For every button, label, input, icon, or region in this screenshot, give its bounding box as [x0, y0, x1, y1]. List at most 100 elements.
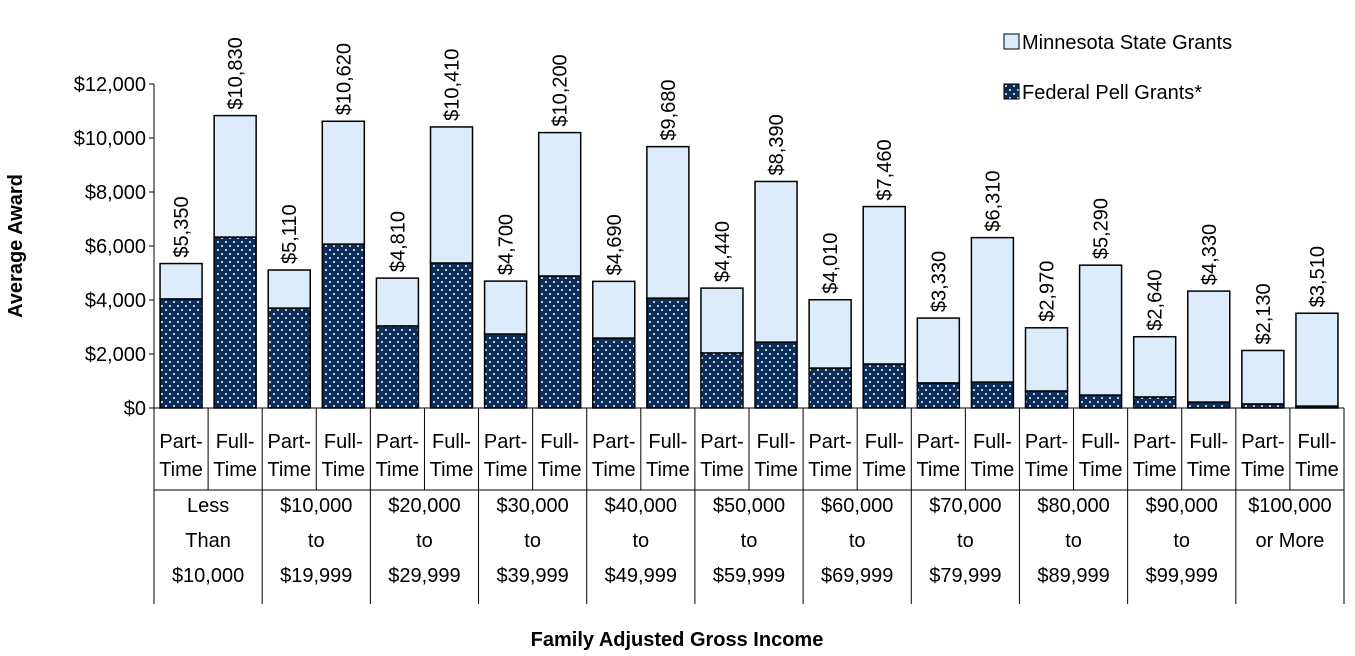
total-label: $5,110 [279, 204, 301, 264]
group-label: or More [1255, 530, 1324, 552]
bar-segment [483, 280, 528, 335]
bar-segment [429, 262, 474, 409]
group-label: to [416, 530, 433, 552]
group-label: to [524, 530, 541, 552]
bar-segment [592, 280, 636, 339]
group-label: $80,000 [1037, 495, 1109, 517]
bar-segment [375, 325, 420, 409]
x-tick-label: Part-Time [484, 431, 528, 481]
group-label: $30,000 [496, 495, 568, 517]
total-label: $10,620 [333, 43, 355, 115]
group-label: $49,999 [605, 565, 677, 587]
x-tick-label: Part-Time [1133, 431, 1177, 481]
bar-segment [321, 120, 366, 245]
total-label: $10,830 [225, 37, 247, 109]
group-label: $59,999 [713, 565, 785, 587]
legend-label: Minnesota State Grants [1022, 32, 1232, 54]
x-tick-label: Part-Time [1241, 431, 1285, 481]
total-label: $4,690 [604, 214, 626, 275]
bar-segment [970, 381, 1015, 409]
group-label: $19,999 [280, 565, 352, 587]
group-label: $99,999 [1146, 565, 1218, 587]
total-label: $4,330 [1199, 224, 1221, 285]
bar-segment [754, 180, 798, 343]
bar-segment [1295, 312, 1339, 407]
bar-segment [592, 337, 636, 409]
bar-segment [646, 297, 690, 409]
bar-segment [862, 363, 906, 409]
bar-segment [970, 236, 1015, 383]
group-label: Less [187, 495, 229, 517]
bar-segment [213, 236, 257, 409]
x-tick-label: Part-Time [916, 431, 960, 481]
bar-segment [1078, 394, 1123, 409]
bar-segment [267, 269, 311, 309]
x-tick-label: Full-Time [1295, 431, 1339, 481]
total-label: $3,330 [928, 251, 950, 312]
group-label: $90,000 [1146, 495, 1218, 517]
x-tick-label: Full-Time [862, 431, 906, 481]
bar-segment [159, 298, 203, 409]
group-label: to [741, 530, 758, 552]
x-tick-label: Full-Time [754, 431, 798, 481]
bar-segment [1187, 401, 1231, 409]
group-label: to [632, 530, 649, 552]
x-tick-label: Full-Time [430, 431, 474, 481]
group-label: $10,000 [172, 565, 244, 587]
group-label: to [1065, 530, 1082, 552]
x-axis-title: Family Adjusted Gross Income [531, 629, 824, 651]
x-tick-label: Full-Time [321, 431, 365, 481]
bar-segment [700, 352, 744, 409]
group-label: to [1173, 530, 1190, 552]
total-label: $10,410 [442, 49, 464, 121]
y-tick-label: $2,000 [85, 344, 146, 366]
bar-segment [537, 131, 582, 277]
legend-swatch [1003, 83, 1020, 100]
total-label: $2,640 [1145, 270, 1167, 331]
group-label: $89,999 [1037, 565, 1109, 587]
bar-segment [321, 243, 366, 409]
group-label: $40,000 [605, 495, 677, 517]
total-label: $4,440 [712, 221, 734, 282]
group-label: $70,000 [929, 495, 1001, 517]
x-tick-label: Part-Time [267, 431, 311, 481]
x-tick-label: Full-Time [1079, 431, 1123, 481]
total-label: $10,200 [550, 54, 572, 126]
x-tick-label: Part-Time [376, 431, 420, 481]
bar-segment [808, 367, 852, 409]
group-label: to [308, 530, 325, 552]
bar-segment [862, 205, 906, 365]
bar-segment [1132, 335, 1177, 398]
group-label: $50,000 [713, 495, 785, 517]
total-label: $5,350 [171, 196, 193, 257]
y-tick-label: $0 [124, 398, 146, 420]
x-tick-label: Part-Time [1025, 431, 1069, 481]
legend-swatch [1003, 33, 1020, 50]
x-tick-label: Full-Time [1187, 431, 1231, 481]
bar-segment [483, 333, 528, 409]
x-tick-label: Full-Time [538, 431, 582, 481]
total-label: $4,810 [387, 211, 409, 272]
y-tick-label: $8,000 [85, 182, 146, 204]
total-label: $2,130 [1253, 283, 1275, 344]
total-label: $4,010 [820, 233, 842, 294]
group-label: Than [185, 530, 231, 552]
bar-segment [1024, 390, 1069, 409]
group-label: $69,999 [821, 565, 893, 587]
group-label: $39,999 [496, 565, 568, 587]
group-label: $20,000 [388, 495, 460, 517]
total-label: $8,390 [766, 114, 788, 175]
group-label: to [849, 530, 866, 552]
bar-segment [646, 145, 690, 299]
bar-segment [1241, 349, 1285, 405]
x-tick-label: Part-Time [808, 431, 852, 481]
bar-segment [808, 298, 852, 369]
total-label: $5,290 [1091, 198, 1113, 259]
y-tick-label: $4,000 [85, 290, 146, 312]
bar-segment [1078, 264, 1123, 396]
x-tick-label: Full-Time [646, 431, 690, 481]
bar-segment [1132, 396, 1177, 409]
legend-label: Federal Pell Grants* [1022, 82, 1202, 104]
group-label: $100,000 [1248, 495, 1331, 517]
